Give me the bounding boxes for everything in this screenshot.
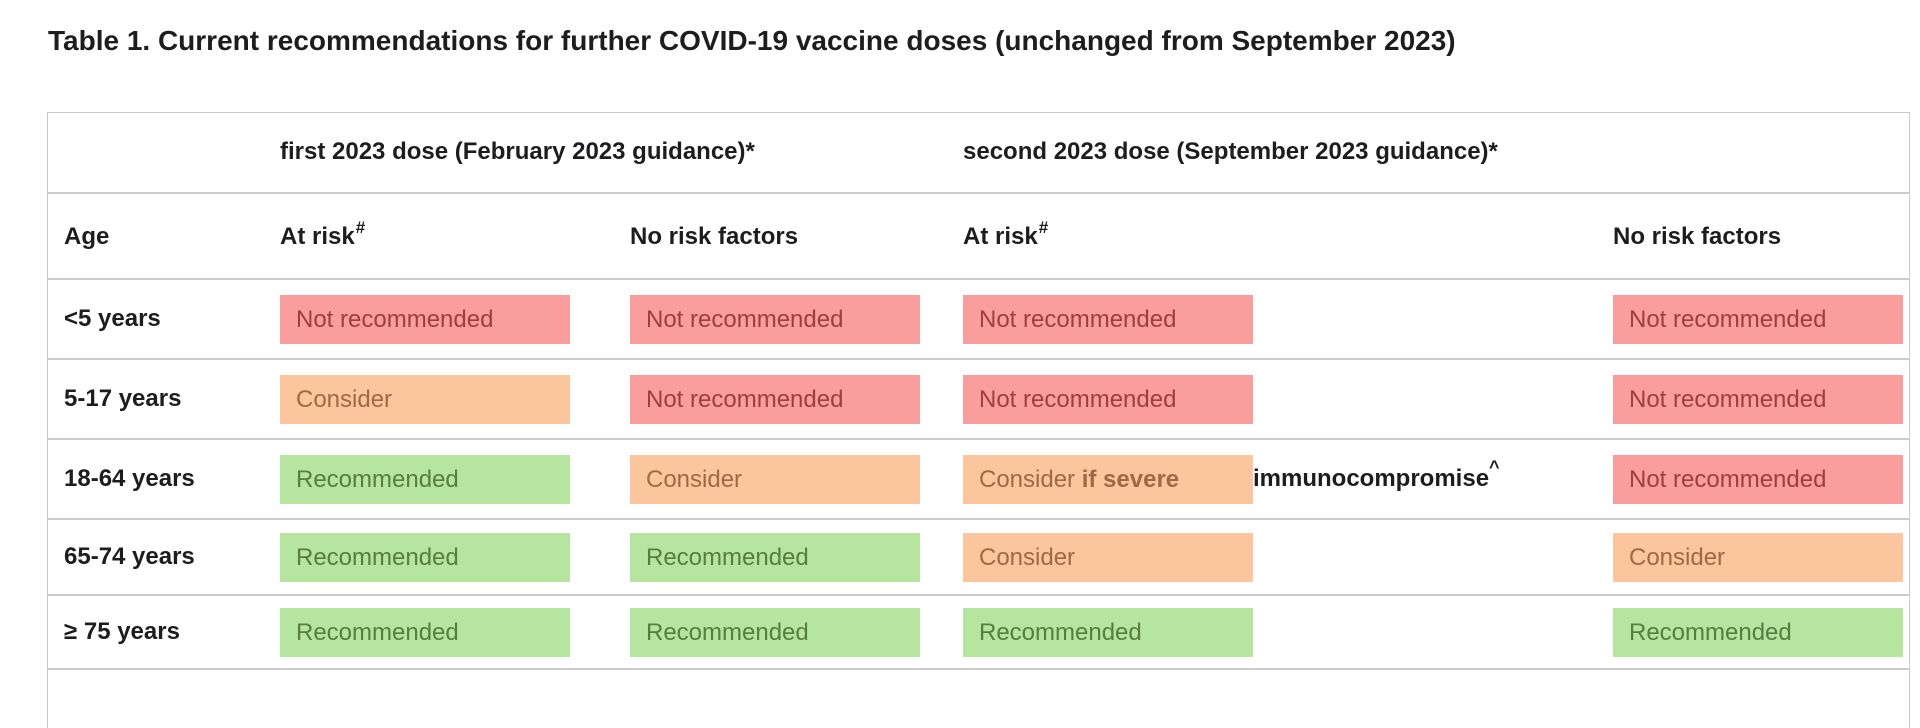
status-label: Recommended xyxy=(646,543,809,571)
status-badge: Recommended xyxy=(963,607,1253,657)
status-cell: Recommended xyxy=(614,607,947,657)
table-row: 65-74 years Recommended Recommended Cons… xyxy=(48,518,1909,594)
status-cell: Recommended xyxy=(264,454,614,504)
status-cell: Not recommended xyxy=(1597,454,1911,504)
table-group-header-row: first 2023 dose (February 2023 guidance)… xyxy=(48,113,1909,192)
status-badge: Not recommended xyxy=(1613,454,1903,504)
status-cell: Not recommended xyxy=(947,294,1597,344)
status-badge: Not recommended xyxy=(630,294,920,344)
table-column-header-row: Age At risk# No risk factors At risk# No… xyxy=(48,192,1909,278)
status-label: Not recommended xyxy=(979,385,1177,413)
status-label: Consider xyxy=(296,385,393,413)
status-badge: Not recommended xyxy=(630,374,920,424)
column-header-no-risk-second: No risk factors xyxy=(1597,220,1911,252)
age-cell: <5 years xyxy=(64,304,161,332)
status-badge: Not recommended xyxy=(963,294,1253,344)
status-badge: Recommended xyxy=(630,532,920,582)
column-header-at-risk-second: At risk# xyxy=(947,218,1597,252)
status-label: Not recommended xyxy=(1629,385,1827,413)
status-cell: Recommended xyxy=(1597,607,1911,657)
status-label: Consider xyxy=(979,543,1076,571)
column-header-sup: # xyxy=(355,218,366,238)
status-cell: Not recommended xyxy=(614,294,947,344)
status-label-bold: if severe xyxy=(1081,465,1180,493)
status-badge: Consider xyxy=(1613,532,1903,582)
recommendations-table: first 2023 dose (February 2023 guidance)… xyxy=(47,112,1910,728)
status-label: Not recommended xyxy=(1629,465,1827,493)
status-label: Consider xyxy=(1629,543,1726,571)
age-cell: 18-64 years xyxy=(64,464,195,492)
status-cell: Consider xyxy=(1597,532,1911,582)
status-badge: Consider xyxy=(280,374,570,424)
column-header-at-risk-first: At risk# xyxy=(264,218,614,252)
status-badge: Not recommended xyxy=(1613,374,1903,424)
age-cell: 5-17 years xyxy=(64,384,182,412)
status-label: Not recommended xyxy=(979,305,1177,333)
status-label: Consider xyxy=(646,465,743,493)
group-header-first-dose: first 2023 dose (February 2023 guidance)… xyxy=(280,138,755,166)
status-cell: Consider xyxy=(614,454,947,504)
status-cell: Recommended xyxy=(264,532,614,582)
status-cell: Consider xyxy=(264,374,614,424)
table-row: <5 years Not recommended Not recommended… xyxy=(48,278,1909,358)
column-header-age: Age xyxy=(48,220,264,252)
group-header-second-dose: second 2023 dose (September 2023 guidanc… xyxy=(963,138,1498,166)
status-badge: Recommended xyxy=(630,607,920,657)
column-header-label: Age xyxy=(64,223,110,251)
status-badge: Recommended xyxy=(280,454,570,504)
status-label: Recommended xyxy=(1629,618,1792,646)
status-cell: Consider if severe immunocompromise^ xyxy=(947,454,1597,504)
page-title: Table 1. Current recommendations for fur… xyxy=(48,25,1456,56)
status-label: Recommended xyxy=(296,543,459,571)
status-badge: Recommended xyxy=(280,532,570,582)
status-cell: Recommended xyxy=(947,607,1597,657)
status-badge: Not recommended xyxy=(963,374,1253,424)
status-cell: Not recommended xyxy=(614,374,947,424)
status-cell: Not recommended xyxy=(1597,294,1911,344)
status-badge: Not recommended xyxy=(1613,294,1903,344)
status-badge: Consider xyxy=(963,532,1253,582)
status-label: Recommended xyxy=(296,618,459,646)
column-header-label: No risk factors xyxy=(1613,223,1782,251)
status-badge: Recommended xyxy=(280,607,570,657)
status-badge: Consider xyxy=(630,454,920,504)
status-label: Not recommended xyxy=(1629,305,1827,333)
status-badge: Not recommended xyxy=(280,294,570,344)
column-header-no-risk-first: No risk factors xyxy=(614,220,947,252)
status-cell: Recommended xyxy=(264,607,614,657)
table-row-partial xyxy=(48,668,1909,728)
status-label: Consider xyxy=(979,465,1082,493)
status-cell: Not recommended xyxy=(1597,374,1911,424)
status-label: Recommended xyxy=(979,618,1142,646)
column-header-sup: # xyxy=(1038,218,1049,238)
column-header-label: No risk factors xyxy=(630,223,799,251)
status-badge: Recommended xyxy=(1613,607,1903,657)
status-label: Recommended xyxy=(296,465,459,493)
status-label: Not recommended xyxy=(646,385,844,413)
table-row: 18-64 years Recommended Consider Conside… xyxy=(48,438,1909,518)
cell-suffix-text: immunocompromise xyxy=(1253,464,1490,492)
status-label: Not recommended xyxy=(296,305,494,333)
status-cell: Consider xyxy=(947,532,1597,582)
column-header-label: At risk xyxy=(280,223,355,251)
table-row: ≥ 75 years Recommended Recommended Recom… xyxy=(48,594,1909,668)
status-label: Not recommended xyxy=(646,305,844,333)
status-badge: Consider if severe xyxy=(963,454,1253,504)
status-cell: Recommended xyxy=(614,532,947,582)
age-cell: 65-74 years xyxy=(64,542,195,570)
table-row: 5-17 years Consider Not recommended Not … xyxy=(48,358,1909,438)
status-label: Recommended xyxy=(646,618,809,646)
column-header-label: At risk xyxy=(963,223,1038,251)
status-cell: Not recommended xyxy=(947,374,1597,424)
age-cell: ≥ 75 years xyxy=(64,617,180,645)
status-cell: Not recommended xyxy=(264,294,614,344)
cell-suffix-caret: ^ xyxy=(1489,457,1500,478)
